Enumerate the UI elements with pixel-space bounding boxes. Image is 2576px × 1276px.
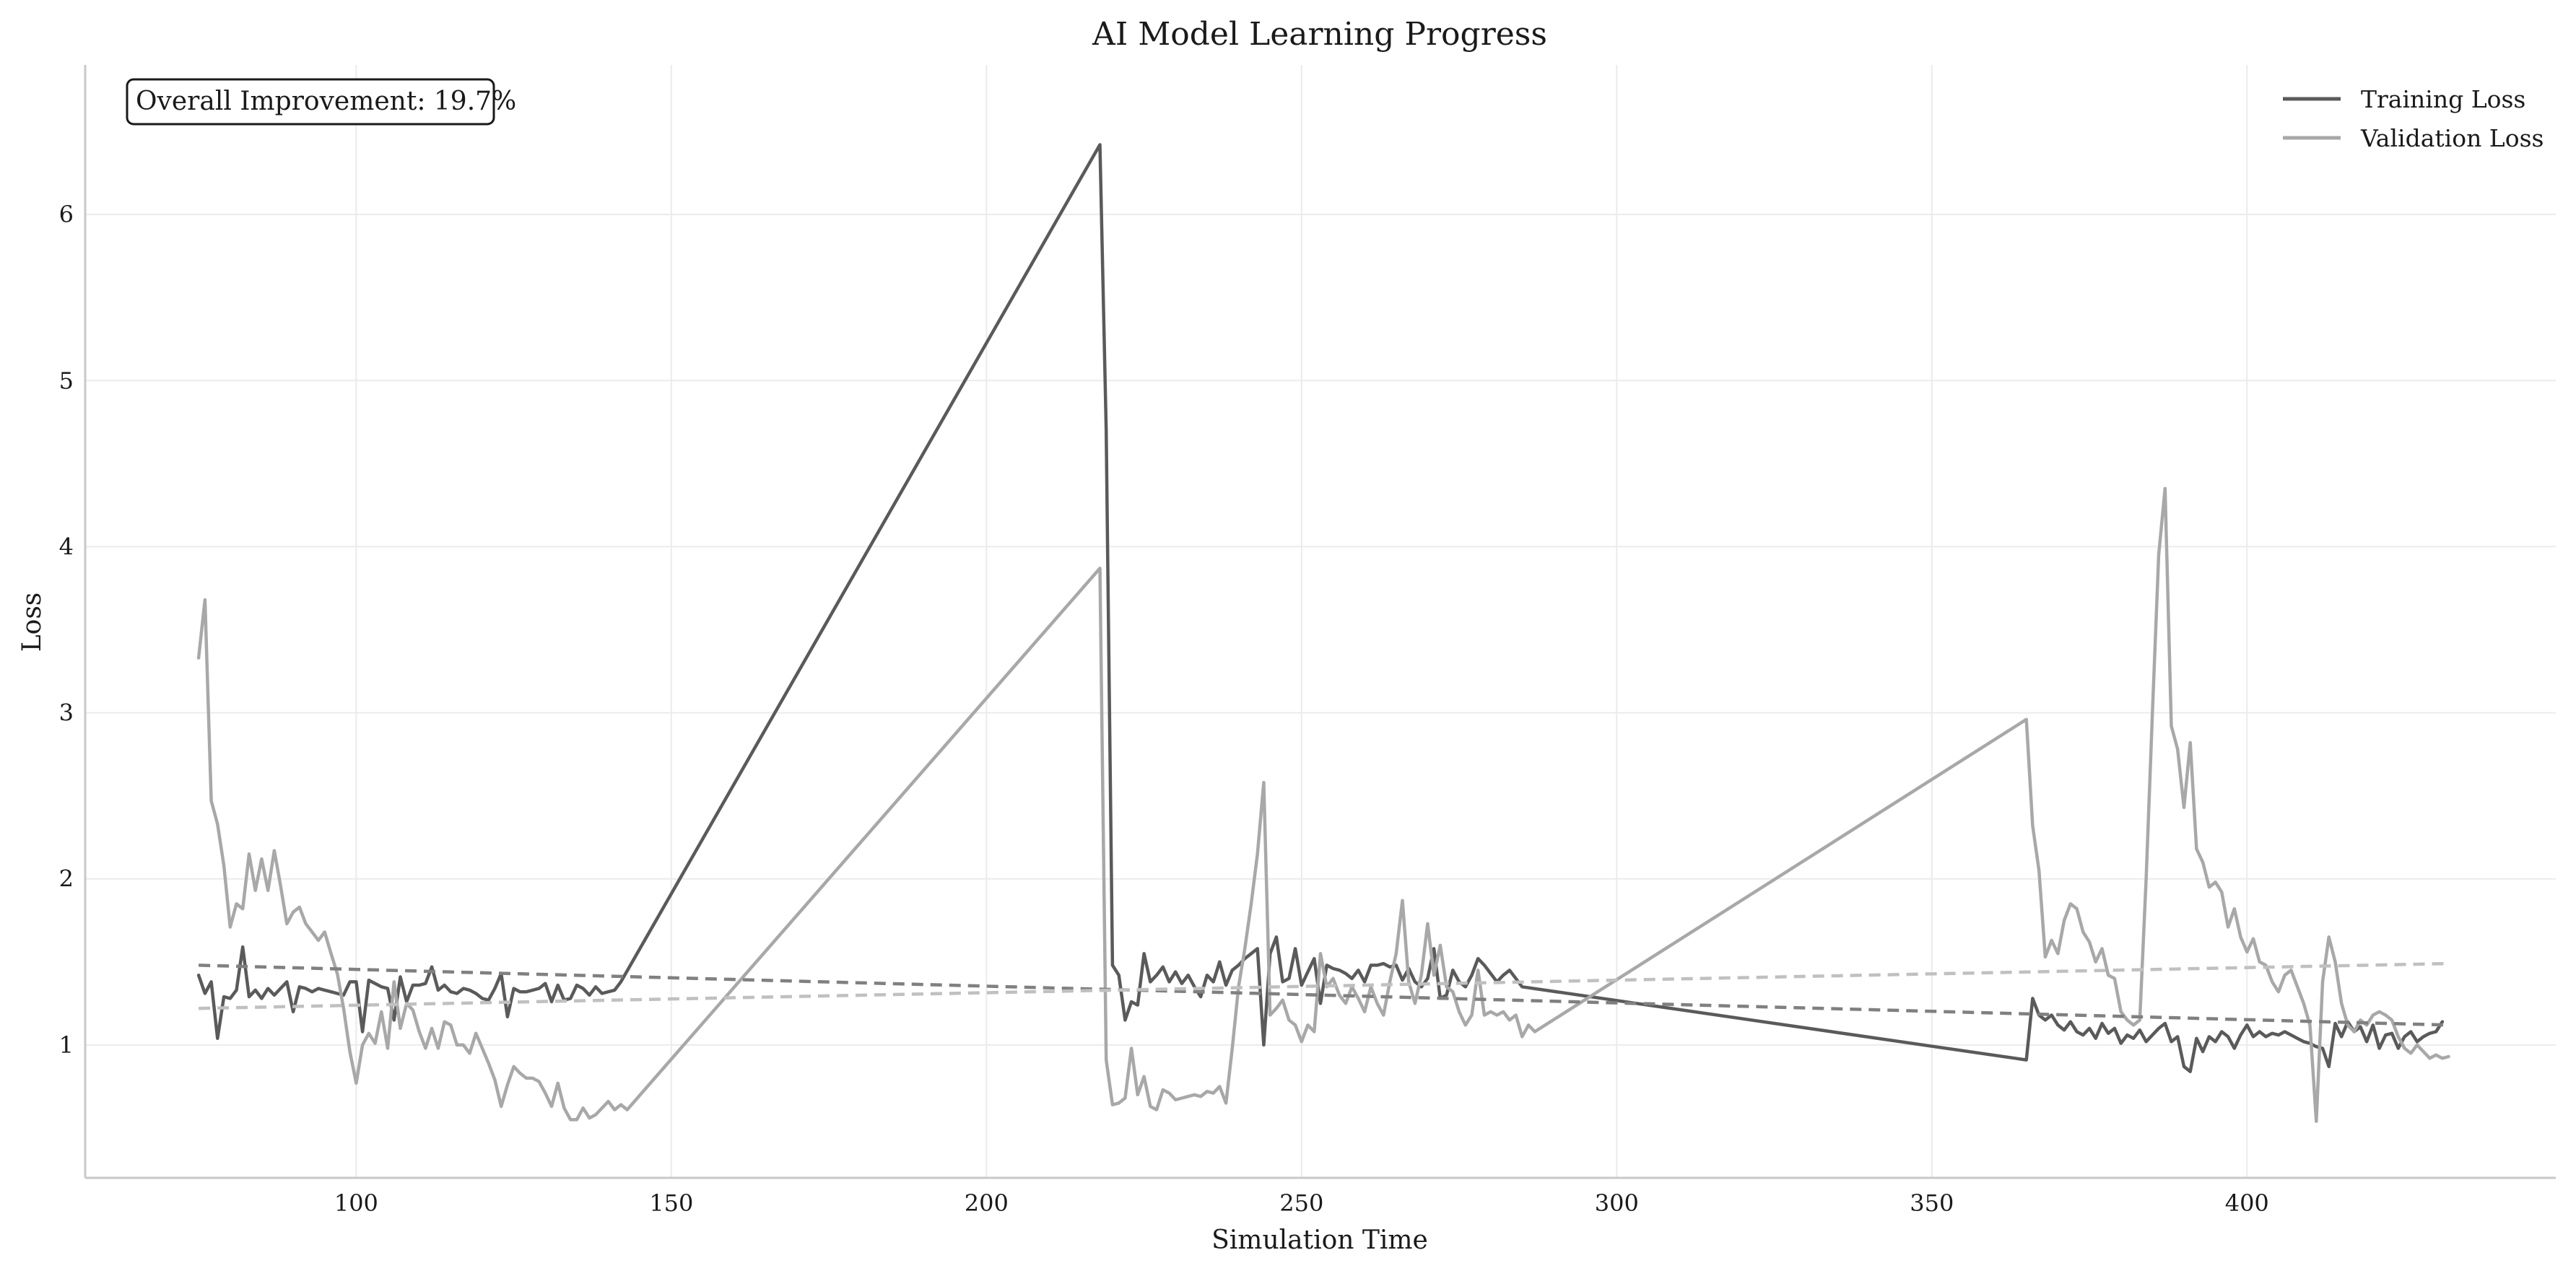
training-loss-line [196, 143, 2445, 1073]
grid-lines [85, 65, 2556, 1178]
x-axis-label: Simulation Time [1211, 1225, 1428, 1255]
y-tick-label-3: 3 [59, 699, 74, 727]
x-tick-label-150: 150 [649, 1189, 693, 1217]
y-tick-label-1: 1 [59, 1031, 74, 1059]
x-tick-label-400: 400 [2225, 1189, 2269, 1217]
validation-loss-line [196, 486, 2450, 1123]
y-tick-label-5: 5 [59, 367, 74, 394]
legend-label-validation: Validation Loss [2360, 124, 2544, 152]
y-tick-label-2: 2 [59, 865, 74, 893]
tick-labels: 100 150 200 250 300 350 400 1 2 3 4 5 6 [59, 201, 2269, 1217]
x-tick-label-100: 100 [334, 1189, 378, 1217]
y-axis-label: Loss [17, 593, 47, 652]
x-tick-label-200: 200 [965, 1189, 1009, 1217]
x-tick-label-350: 350 [1910, 1189, 1954, 1217]
legend: Training Loss Validation Loss [2283, 85, 2544, 152]
y-tick-label-4: 4 [59, 533, 74, 560]
annotation-box [126, 78, 495, 126]
y-tick-label-6: 6 [59, 201, 74, 228]
axes [84, 65, 2556, 1179]
series-lines [196, 143, 2450, 1123]
annotation-text: Overall Improvement: 19.7% [136, 87, 516, 116]
chart-title: AI Model Learning Progress [1092, 16, 1547, 53]
improvement-annotation: Overall Improvement: 19.7% [126, 78, 516, 126]
legend-label-training: Training Loss [2361, 85, 2525, 113]
x-tick-label-300: 300 [1595, 1189, 1639, 1217]
x-tick-label-250: 250 [1279, 1189, 1323, 1217]
